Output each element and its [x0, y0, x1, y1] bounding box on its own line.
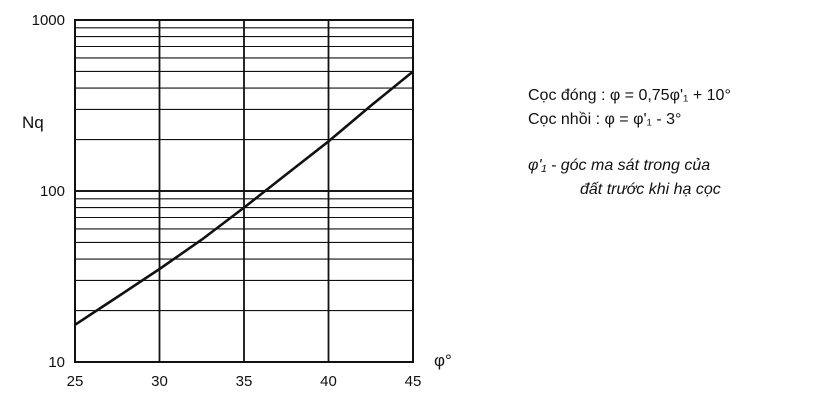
plot-frame — [74, 19, 414, 363]
x-tick-label: 40 — [320, 373, 337, 390]
x-tick-labels: 25 30 35 40 45 — [67, 373, 422, 390]
definition-line-2: đất trước khi hạ cọc — [580, 181, 721, 198]
formula-notes: Cọc đóng : φ = 0,75φ'₁ + 10° Cọc nhồi : … — [528, 84, 731, 202]
x-tick-label: 35 — [236, 373, 253, 390]
formula-driven-pile: Cọc đóng : φ = 0,75φ'₁ + 10° — [528, 87, 731, 104]
y-tick-label: 100 — [40, 183, 65, 200]
x-tick-label: 45 — [405, 373, 422, 390]
x-tick-label: 25 — [67, 373, 84, 390]
y-axis-label: Nq — [22, 113, 44, 132]
y-tick-label: 1000 — [32, 12, 65, 29]
y-tick-labels: 10 100 1000 — [32, 12, 65, 371]
y-tick-label: 10 — [48, 354, 65, 371]
formula-bored-pile: Cọc nhồi : φ = φ'₁ - 3° — [528, 111, 682, 128]
nq-curve — [74, 70, 414, 326]
definition-line-1: φ'₁ - góc ma sát trong của — [528, 157, 711, 174]
x-tick-label: 30 — [151, 373, 168, 390]
nq-chart: 25 30 35 40 45 10 100 1000 Nq φ° — [22, 12, 452, 390]
x-axis-label: φ° — [434, 351, 452, 370]
